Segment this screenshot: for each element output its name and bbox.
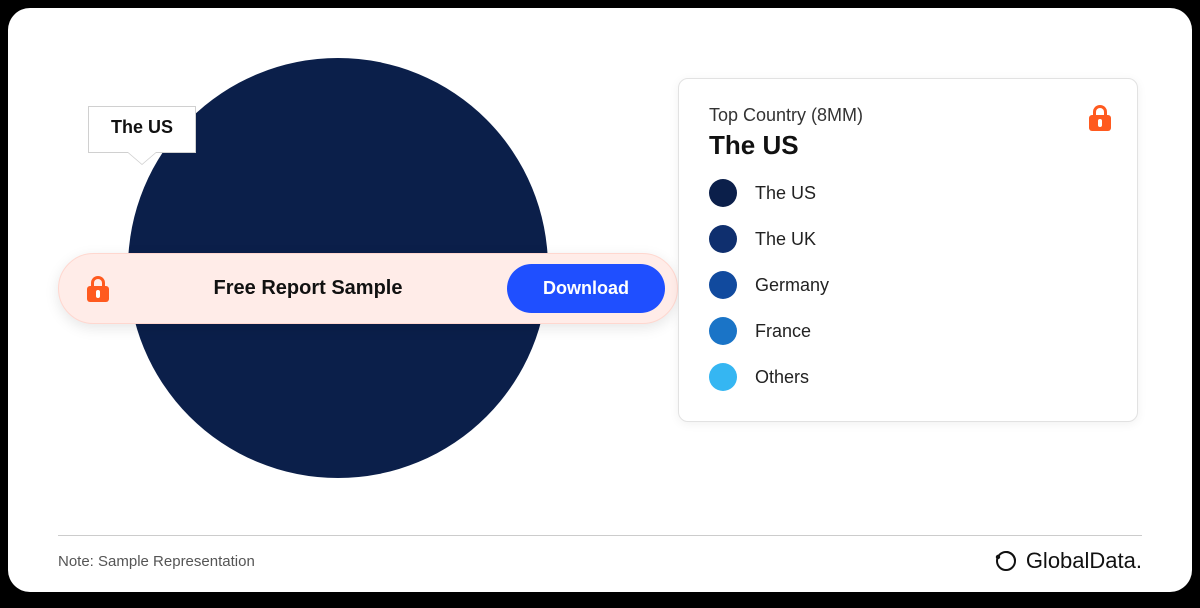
brand-text: GlobalData. bbox=[1026, 548, 1142, 574]
legend-swatch bbox=[709, 363, 737, 391]
lock-icon bbox=[87, 276, 109, 302]
legend-swatch bbox=[709, 317, 737, 345]
legend-item: France bbox=[709, 317, 1107, 345]
footer-bar: Note: Sample Representation GlobalData. bbox=[58, 535, 1142, 574]
legend-item-label: The UK bbox=[755, 229, 816, 250]
legend-card: Top Country (8MM) The US The US The UK Ger… bbox=[678, 78, 1138, 422]
legend-item-label: Others bbox=[755, 367, 809, 388]
legend-subtitle: Top Country (8MM) bbox=[709, 105, 1107, 126]
report-card: The US Free Report Sample Download Top C… bbox=[8, 8, 1192, 592]
free-sample-banner: Free Report Sample Download bbox=[58, 253, 678, 324]
legend-item-label: The US bbox=[755, 183, 816, 204]
legend-item: The US bbox=[709, 179, 1107, 207]
content-row: The US Free Report Sample Download Top C… bbox=[58, 38, 1142, 518]
footer-note: Note: Sample Representation bbox=[58, 553, 255, 570]
legend-item: Germany bbox=[709, 271, 1107, 299]
legend-title: The US bbox=[709, 130, 1107, 161]
globaldata-icon bbox=[994, 549, 1018, 573]
legend-item-label: France bbox=[755, 321, 811, 342]
free-sample-label: Free Report Sample bbox=[129, 277, 487, 300]
brand-logo: GlobalData. bbox=[994, 548, 1142, 574]
legend-swatch bbox=[709, 271, 737, 299]
legend-item-label: Germany bbox=[755, 275, 829, 296]
legend-item: Others bbox=[709, 363, 1107, 391]
download-button[interactable]: Download bbox=[507, 264, 665, 313]
pie-callout-text: The US bbox=[111, 117, 173, 137]
legend-swatch bbox=[709, 179, 737, 207]
pie-chart-area: The US Free Report Sample Download bbox=[58, 38, 618, 498]
legend-swatch bbox=[709, 225, 737, 253]
pie-callout-label: The US bbox=[88, 106, 196, 153]
legend-list: The US The UK Germany France Others bbox=[709, 179, 1107, 391]
lock-icon bbox=[1089, 105, 1111, 131]
legend-item: The UK bbox=[709, 225, 1107, 253]
